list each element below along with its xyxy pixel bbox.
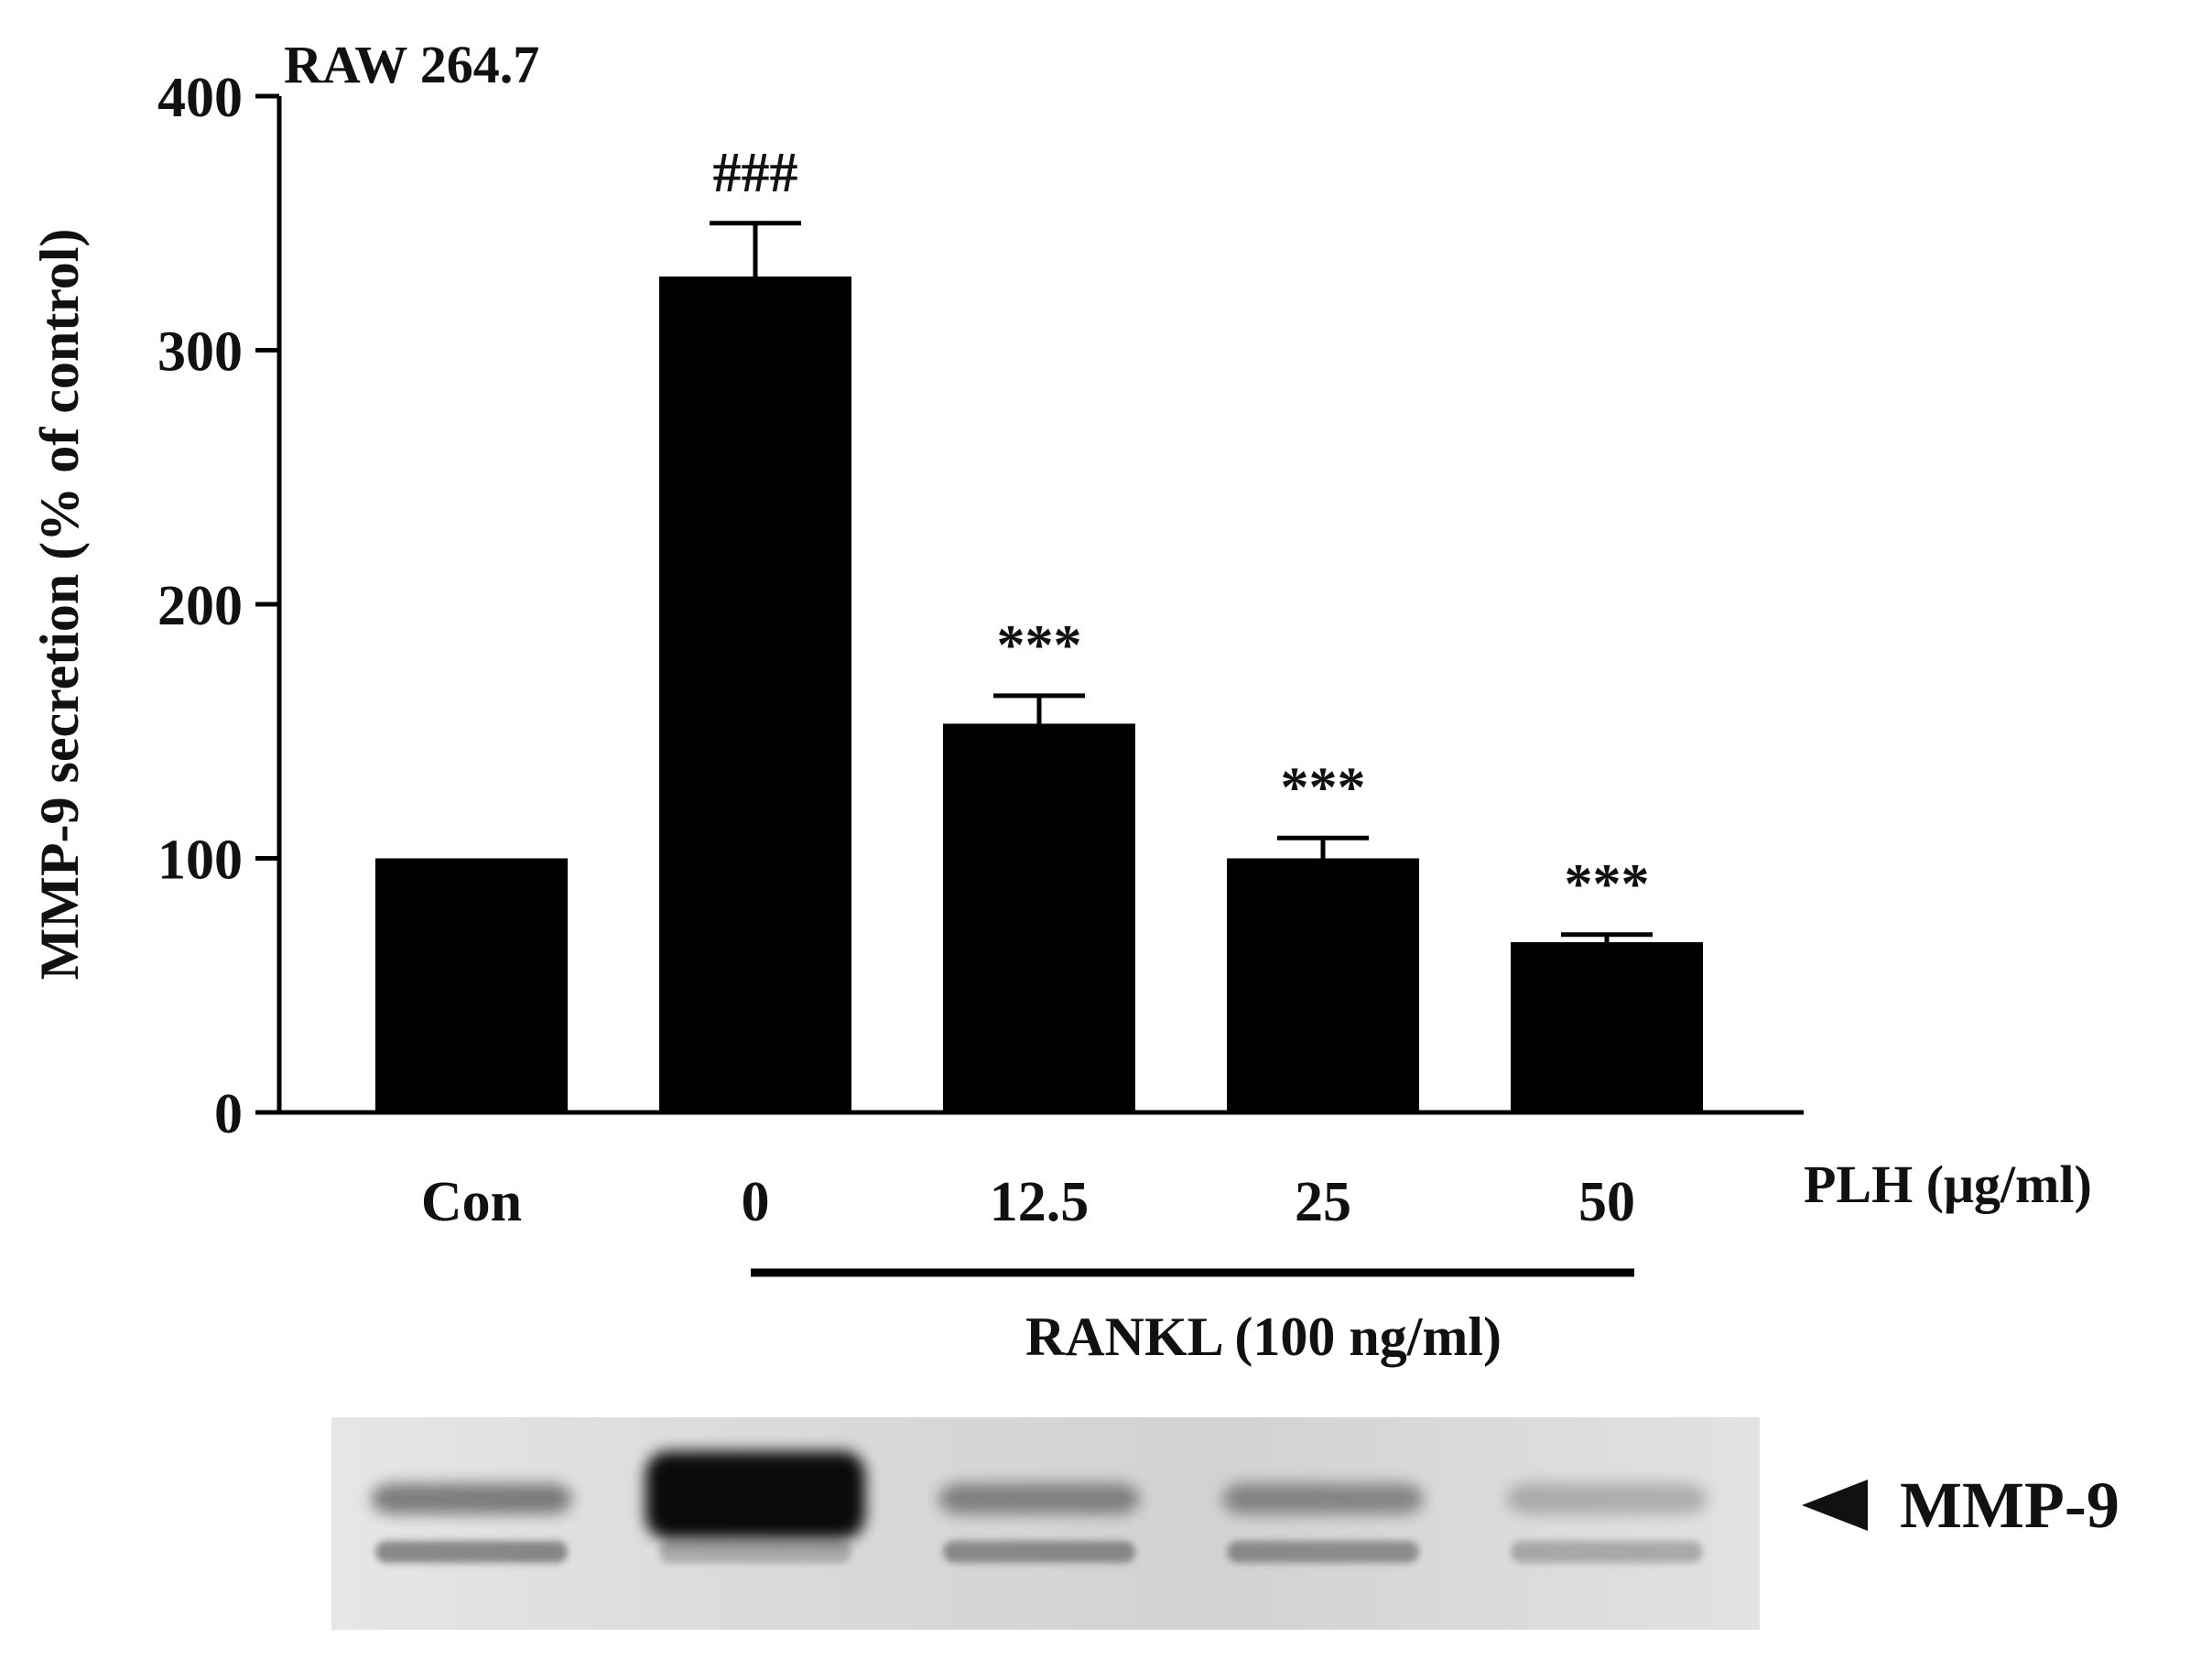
bar-1	[375, 858, 568, 1112]
blot-band-upper	[371, 1483, 572, 1514]
x-tick-label: 50	[1578, 1171, 1635, 1233]
significance-label: ***	[997, 614, 1082, 677]
significance-label: ###	[713, 142, 798, 204]
blot-label: MMP-9	[1900, 1469, 2120, 1542]
western-blot-image	[331, 1417, 1760, 1630]
blot-band-upper	[938, 1483, 1140, 1514]
blot-band-lower	[943, 1541, 1135, 1563]
blot-band-lower	[1511, 1541, 1703, 1563]
blot-background	[331, 1417, 1760, 1630]
y-axis-label: MMP-9 secretion (% of control)	[29, 229, 90, 981]
blot-lanes	[371, 1451, 1708, 1563]
blot-band-lower	[659, 1541, 851, 1563]
plot-area: 0 100 200 300 400 Con ### 0 *** 12.5 *** 25 *** 50	[157, 67, 1804, 1233]
y-tick-label: 300	[157, 321, 243, 384]
x-tick-label: 0	[742, 1171, 770, 1233]
blot-band-upper	[1222, 1483, 1424, 1514]
x-tick-label: 25	[1295, 1171, 1351, 1233]
y-tick-label: 100	[157, 830, 243, 892]
y-tick-label: 200	[157, 575, 243, 637]
blot-band-upper	[645, 1451, 865, 1539]
bar-5	[1511, 942, 1703, 1112]
significance-label: ***	[1281, 756, 1366, 819]
left-arrow-icon	[1802, 1480, 1868, 1531]
blot-band-lower	[1227, 1541, 1419, 1563]
bar-4	[1227, 858, 1419, 1112]
x-tick-label: 12.5	[990, 1171, 1090, 1233]
bar-2	[659, 277, 851, 1112]
significance-label: ***	[1565, 853, 1650, 916]
x-group-label: PLH (μg/ml)	[1804, 1155, 2092, 1214]
blot-band-lower	[375, 1541, 568, 1563]
bar-3	[943, 723, 1135, 1112]
x-tick-label: Con	[421, 1171, 522, 1233]
y-tick-label: 400	[157, 67, 243, 129]
blot-band-upper	[1506, 1483, 1708, 1514]
y-tick-label: 0	[214, 1083, 243, 1145]
panel-label: RAW 264.7	[284, 35, 539, 94]
treatment-label: RANKL (100 ng/ml)	[1025, 1307, 1502, 1367]
